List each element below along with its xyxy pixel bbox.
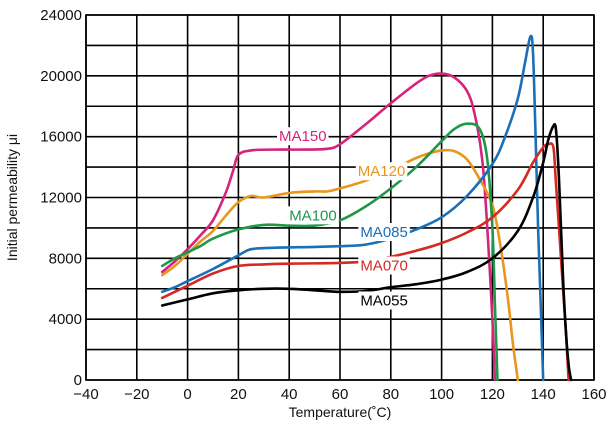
x-tick-label: 0 [183, 386, 191, 403]
y-tick-label: 20000 [40, 68, 82, 85]
series-label-ma120: MA120 [358, 163, 406, 180]
series-labels: MA150 MA120 MA100 MA085 MA070 MA055 [277, 127, 410, 310]
x-axis-label: Temperature(˚C) [289, 404, 392, 420]
series-label-bg [358, 256, 410, 275]
y-tick-label: 24000 [40, 7, 82, 24]
series-label-ma100: MA100 [289, 207, 337, 224]
series-label-bg [358, 291, 410, 310]
y-tick-label: 8000 [49, 250, 82, 267]
y-tick-label: 0 [74, 372, 82, 389]
series-label-bg [277, 127, 329, 146]
x-tick-label: 140 [531, 386, 556, 403]
series-line-ma055 [160, 122, 573, 382]
x-tick-label: 100 [429, 386, 454, 403]
series-line-ma085 [160, 34, 545, 382]
series-label-ma070: MA070 [360, 258, 408, 275]
series-curves [160, 34, 573, 382]
plot-frame [85, 14, 595, 381]
y-tick-labels: 0 4000 8000 12000 16000 20000 24000 [40, 7, 82, 389]
series-line-ma070 [160, 142, 570, 382]
series-label-bg [358, 223, 410, 242]
series-line-ma150 [160, 72, 497, 382]
series-label-ma055: MA055 [360, 292, 408, 309]
series-label-bg [355, 162, 408, 181]
x-tick-labels: −40 −20 0 20 40 60 80 100 120 140 160 [73, 386, 606, 403]
series-line-ma100 [160, 122, 499, 382]
x-tick-label: 20 [230, 386, 247, 403]
x-tick-label: −40 [73, 386, 98, 403]
series-label-ma150: MA150 [279, 128, 327, 145]
y-tick-label: 4000 [49, 311, 82, 328]
x-tick-label: 160 [581, 386, 606, 403]
y-tick-label: 12000 [40, 190, 82, 207]
x-tick-label: 40 [281, 386, 298, 403]
y-axis-label: Initial permeability μi [4, 134, 20, 261]
grid [85, 14, 595, 381]
x-tick-label: 80 [382, 386, 399, 403]
y-tick-label: 16000 [40, 129, 82, 146]
x-tick-label: 120 [480, 386, 505, 403]
series-label-bg [287, 206, 339, 225]
x-tick-label: −20 [124, 386, 149, 403]
series-label-ma085: MA085 [360, 224, 408, 241]
x-tick-label: 60 [332, 386, 349, 403]
